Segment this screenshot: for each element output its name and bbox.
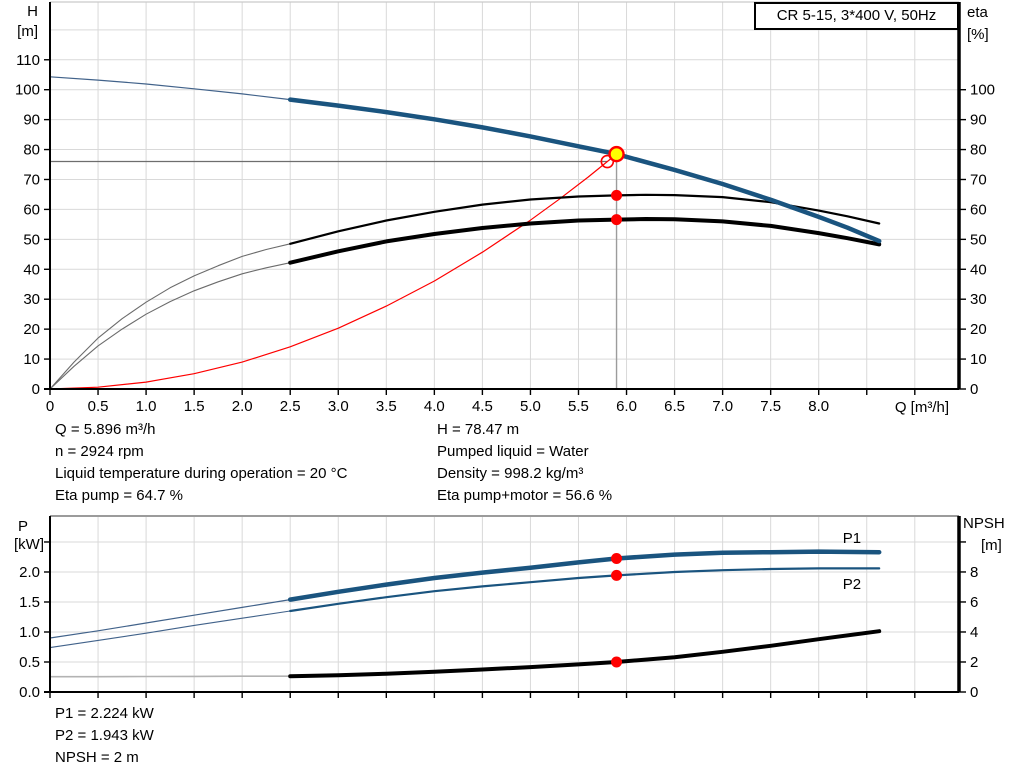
y-left-tick-label: 100 [15, 82, 40, 99]
h-axis-unit: [m] [17, 23, 38, 40]
curve-QH-thin [49, 76, 291, 101]
duty-marker-dot [611, 569, 623, 581]
info-p2: P2 = 1.943 kW [55, 727, 154, 744]
x-tick-label: 0.5 [88, 398, 109, 415]
y-left-tick-label: 110 [16, 52, 40, 69]
x-tick-label: 2.5 [280, 398, 301, 415]
y-left-tick-label: 1.0 [19, 624, 40, 641]
y-left-tick-label: 90 [23, 112, 40, 129]
duty-marker-dot [611, 214, 623, 226]
x-tick-label: 5.0 [520, 398, 541, 415]
npsh-axis-unit: [m] [981, 537, 1002, 554]
duty-marker-dot [611, 656, 623, 668]
pump-type-label: CR 5-15, 3*400 V, 50Hz [776, 7, 937, 24]
y-left-tick-label: 0.5 [19, 654, 40, 671]
x-tick-label: 2.0 [232, 398, 253, 415]
duty-info-left: Q = 5.896 m³/h n = 2924 rpm Liquid tempe… [55, 419, 347, 507]
eta-axis-label: eta [967, 4, 988, 21]
y-left-tick-label: 0 [32, 381, 40, 398]
y-left-tick-label: 40 [23, 261, 40, 278]
y-left-tick-label: 0.0 [19, 684, 40, 701]
p-axis-label: P [17, 518, 28, 535]
y-right-tick-label: 8 [970, 564, 978, 581]
y-right-tick-label: 20 [970, 321, 987, 338]
y-right-tick-label: 6 [970, 594, 978, 611]
x-tick-label: 7.5 [760, 398, 781, 415]
curve-label-P1: P1 [843, 530, 861, 547]
y-right-tick-label: 60 [970, 201, 987, 218]
pump-type-box: CR 5-15, 3*400 V, 50Hz [754, 2, 959, 30]
curve-NPSH [288, 629, 882, 679]
y-right-tick-label: 0 [970, 381, 978, 398]
info-q: Q = 5.896 m³/h [55, 421, 156, 438]
curve-P1 [287, 549, 882, 602]
curve-P2-thin [49, 610, 291, 649]
x-axis-unit-label: Q [m³/h] [895, 399, 949, 416]
info-density: Density = 998.2 kg/m³ [437, 465, 584, 482]
duty-marker-dot [611, 189, 623, 201]
info-speed: n = 2924 rpm [55, 443, 144, 460]
duty-point-marker [608, 145, 625, 163]
x-tick-label: 3.5 [376, 398, 397, 415]
y-right-tick-label: 10 [970, 351, 987, 368]
curve-eta-pump-motor [288, 217, 882, 265]
x-tick-label: 4.5 [472, 398, 493, 415]
info-head: H = 78.47 m [437, 421, 520, 438]
y-left-tick-label: 80 [23, 142, 40, 159]
x-tick-label: 3.0 [328, 398, 349, 415]
y-right-tick-label: 50 [970, 231, 987, 248]
y-right-tick-label: 90 [970, 112, 987, 129]
info-temperature: Liquid temperature during operation = 20… [55, 465, 348, 482]
x-tick-label: 5.5 [568, 398, 589, 415]
curve-QH [287, 97, 882, 244]
info-eta-pump-motor: Eta pump+motor = 56.6 % [437, 487, 613, 504]
h-axis-label: H [27, 3, 38, 20]
y-left-tick-label: 10 [23, 351, 40, 368]
info-npsh: NPSH = 2 m [55, 749, 139, 766]
y-left-tick-label: 20 [23, 321, 40, 338]
x-tick-label: 1.5 [184, 398, 205, 415]
duty-marker-dot [611, 553, 623, 565]
x-tick-label: 6.0 [616, 398, 637, 415]
y-left-tick-label: 60 [23, 201, 40, 218]
x-tick-label: 8.0 [808, 398, 829, 415]
y-right-tick-label: 4 [970, 624, 978, 641]
x-tick-label: 7.0 [712, 398, 733, 415]
y-right-tick-label: 2 [970, 654, 978, 671]
npsh-axis-label: NPSH [963, 515, 1005, 532]
y-right-tick-label: 30 [970, 291, 987, 308]
info-eta-pump: Eta pump = 64.7 % [55, 487, 183, 504]
info-liquid: Pumped liquid = Water [437, 443, 589, 460]
x-tick-label: 0 [46, 398, 54, 415]
y-left-tick-label: 50 [23, 231, 40, 248]
curve-eta-pump-motor-thin [49, 262, 291, 390]
x-tick-label: 4.0 [424, 398, 445, 415]
y-left-tick-label: 70 [23, 171, 40, 188]
y-left-tick-label: 2.0 [19, 564, 40, 581]
eta-axis-unit: [%] [967, 26, 989, 43]
power-info: P1 = 2.224 kW P2 = 1.943 kW NPSH = 2 m [55, 703, 154, 769]
y-right-tick-label: 40 [970, 261, 987, 278]
y-right-tick-label: 70 [970, 171, 987, 188]
p-axis-unit: [kW] [14, 536, 44, 553]
curve-NPSH-thin [50, 675, 291, 678]
y-right-tick-label: 100 [970, 82, 995, 99]
curve-eta-pump-thin [49, 243, 291, 390]
y-right-tick-label: 0 [970, 684, 978, 701]
curve-P2 [289, 567, 881, 613]
x-tick-label: 6.5 [664, 398, 685, 415]
curve-P1-thin [49, 599, 291, 639]
curve-label-P2: P2 [843, 576, 861, 593]
y-left-tick-label: 1.5 [19, 594, 40, 611]
x-tick-label: 1.0 [136, 398, 157, 415]
y-left-tick-label: 30 [23, 291, 40, 308]
duty-info-right: H = 78.47 m Pumped liquid = Water Densit… [437, 419, 612, 507]
info-p1: P1 = 2.224 kW [55, 705, 154, 722]
y-right-tick-label: 80 [970, 142, 987, 159]
curve-system-curve [49, 153, 617, 390]
